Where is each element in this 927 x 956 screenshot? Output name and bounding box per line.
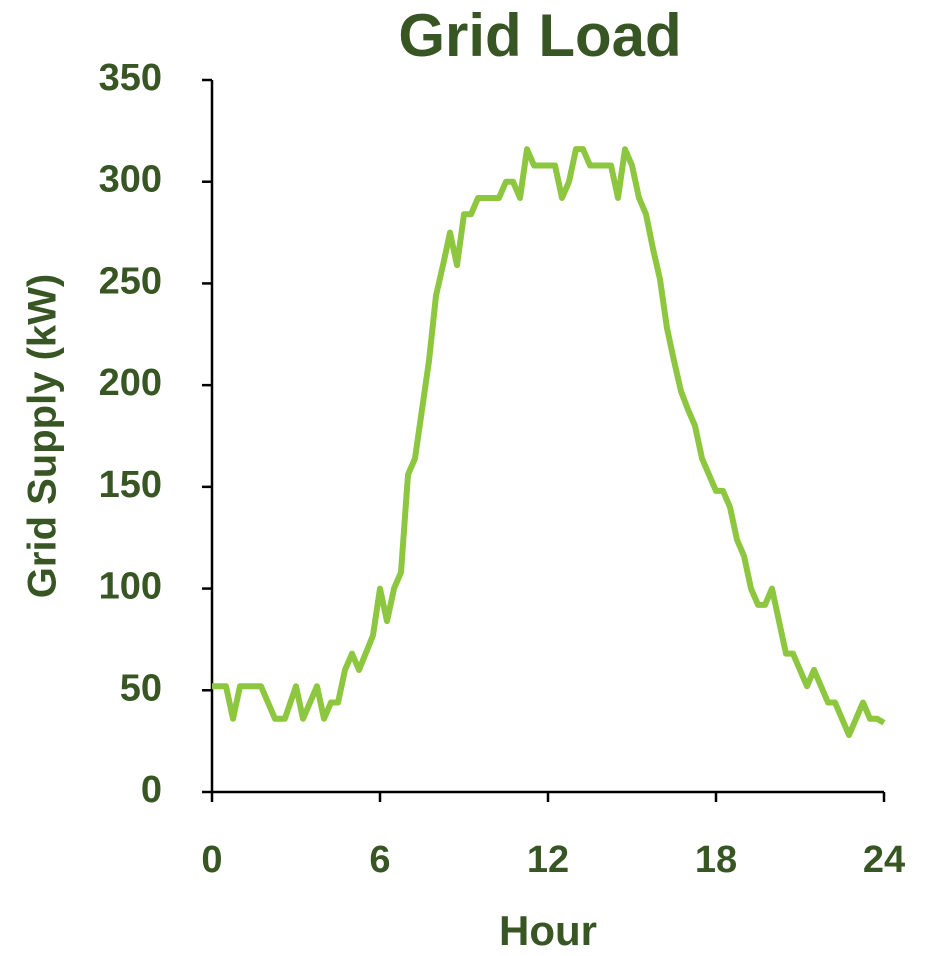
chart-title: Grid Load bbox=[398, 2, 681, 69]
x-tick-label: 12 bbox=[527, 839, 569, 881]
y-tick-label: 50 bbox=[120, 667, 162, 709]
y-tick-label: 150 bbox=[99, 464, 162, 506]
y-tick-label: 200 bbox=[99, 362, 162, 404]
x-tick-label: 6 bbox=[369, 839, 390, 881]
y-tick-label: 100 bbox=[99, 566, 162, 608]
x-axis-label: Hour bbox=[499, 907, 597, 954]
series-line bbox=[212, 146, 886, 739]
y-tick-label: 250 bbox=[99, 260, 162, 302]
x-tick-label: 0 bbox=[201, 839, 222, 881]
x-tick-label: 24 bbox=[863, 839, 905, 881]
y-tick-label: 300 bbox=[99, 159, 162, 201]
y-tick-label: 0 bbox=[141, 769, 162, 811]
y-axis-label: Grid Supply (kW) bbox=[21, 274, 65, 598]
x-tick-label: 18 bbox=[695, 839, 737, 881]
y-tick-label: 350 bbox=[99, 57, 162, 99]
